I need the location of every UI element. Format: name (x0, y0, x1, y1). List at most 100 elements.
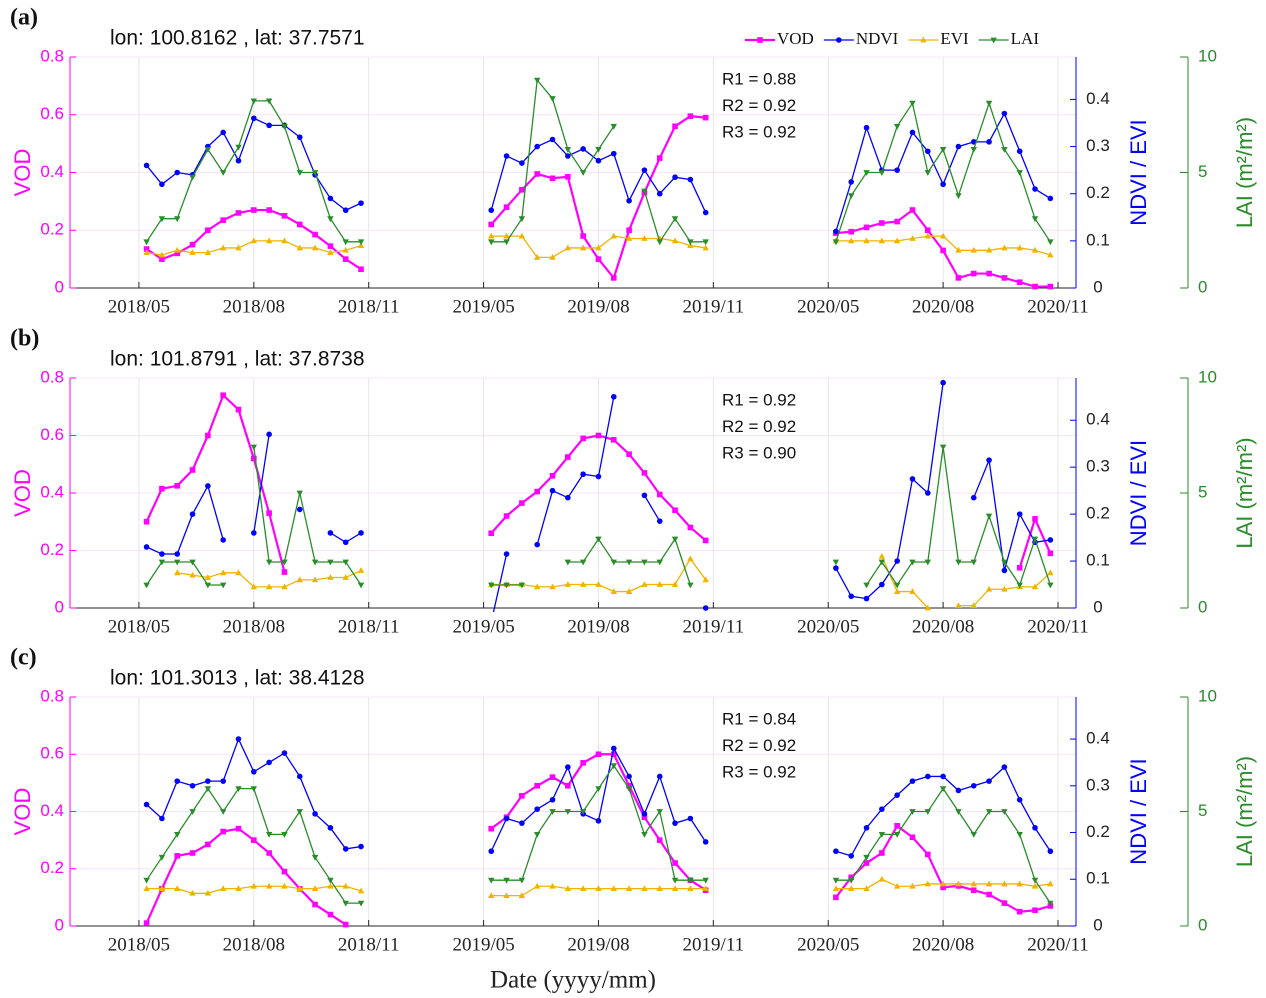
marker (687, 877, 694, 884)
x-tick-label: 2019/11 (683, 296, 745, 317)
marker (580, 471, 586, 478)
marker (235, 244, 242, 251)
marker (671, 237, 679, 244)
annotation: R1 = 0.84 (722, 709, 796, 728)
marker (626, 227, 632, 234)
y2-tick-label: 0.2 (1086, 822, 1110, 841)
marker (189, 850, 196, 856)
marker (939, 880, 947, 887)
marker (955, 787, 962, 794)
marker (985, 100, 993, 107)
marker (327, 559, 334, 566)
marker (143, 885, 150, 892)
marker (893, 123, 901, 130)
marker (909, 834, 916, 841)
marker (327, 877, 334, 884)
y2-tick-label: 0.1 (1086, 551, 1110, 570)
x-tick-label: 2018/11 (338, 934, 400, 955)
annotation: R2 = 0.92 (722, 96, 796, 115)
marker (1047, 848, 1054, 855)
marker (488, 232, 495, 239)
y2-tick-label: 0.3 (1086, 775, 1110, 794)
y2-tick-label: 0.2 (1086, 504, 1110, 523)
marker (204, 147, 212, 153)
marker (970, 880, 977, 887)
legend-label: VOD (777, 29, 814, 48)
marker (879, 850, 885, 856)
marker (266, 510, 272, 516)
marker (580, 146, 586, 152)
marker (757, 37, 763, 43)
marker (893, 588, 901, 594)
marker (549, 175, 556, 182)
marker (204, 574, 212, 580)
marker (534, 541, 540, 548)
legend-label: NDVI (856, 29, 899, 48)
marker (970, 246, 977, 253)
x-tick-label: 2019/08 (567, 616, 629, 637)
marker (159, 551, 165, 557)
marker (595, 147, 602, 153)
marker (296, 506, 303, 513)
marker (549, 472, 556, 479)
marker (595, 473, 602, 480)
marker (1047, 537, 1054, 543)
marker (1016, 582, 1023, 589)
marker (848, 593, 855, 600)
marker (565, 153, 571, 159)
y3-tick-label: 10 (1198, 46, 1217, 65)
marker (281, 832, 288, 838)
marker (986, 139, 992, 145)
marker (174, 778, 181, 784)
x-tick-label: 2020/08 (912, 296, 974, 317)
marker (610, 559, 617, 566)
marker (924, 880, 931, 887)
marker (626, 773, 632, 780)
marker (1001, 147, 1008, 153)
marker (503, 153, 510, 159)
marker (265, 882, 273, 889)
marker (220, 129, 226, 136)
marker (672, 123, 678, 130)
marker (893, 832, 901, 838)
marker (327, 825, 334, 831)
marker (939, 147, 947, 153)
marker (503, 892, 510, 899)
marker (1047, 550, 1054, 557)
marker (848, 874, 855, 881)
marker (1001, 900, 1008, 906)
marker (503, 815, 510, 822)
marker (641, 581, 648, 587)
marker (327, 574, 334, 580)
marker (610, 123, 617, 130)
marker (358, 530, 364, 536)
marker (219, 809, 227, 815)
marker (656, 239, 663, 246)
marker (158, 216, 166, 223)
marker (1001, 559, 1008, 566)
marker (235, 825, 242, 832)
marker (641, 470, 648, 476)
marker (702, 885, 709, 892)
marker (893, 237, 901, 244)
marker (641, 235, 648, 241)
marker (863, 885, 870, 892)
marker (894, 558, 900, 564)
marker (656, 773, 663, 780)
marker (687, 176, 694, 183)
marker (549, 774, 556, 780)
marker (595, 432, 602, 439)
marker (1031, 583, 1039, 590)
marker (1001, 880, 1008, 887)
x-tick-label: 2020/08 (912, 616, 974, 637)
annotation: R1 = 0.88 (722, 69, 796, 88)
marker (893, 582, 901, 589)
marker (894, 167, 900, 173)
marker (296, 809, 303, 815)
marker (327, 911, 334, 918)
y2-axis-title: NDVI / EVI (1126, 758, 1151, 864)
y3-tick-label: 0 (1198, 915, 1207, 934)
marker (1047, 880, 1054, 887)
marker (174, 250, 181, 257)
marker (266, 759, 272, 766)
